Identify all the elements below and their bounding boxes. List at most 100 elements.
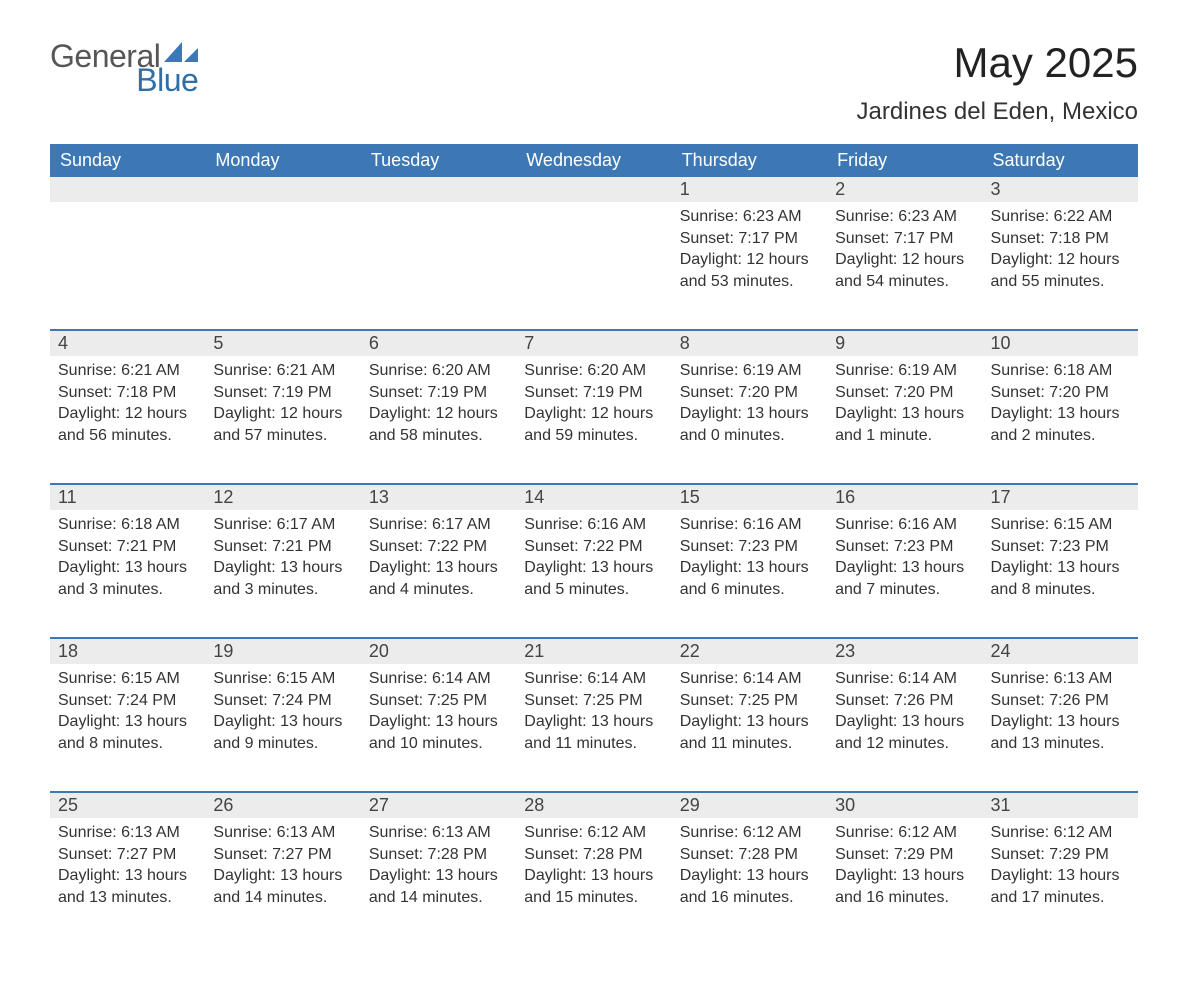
sunrise-line: Sunrise: 6:16 AM [680, 514, 819, 536]
day-cell: Sunrise: 6:16 AMSunset: 7:23 PMDaylight:… [672, 510, 827, 638]
daylight-line: Daylight: 12 hours and 57 minutes. [213, 403, 352, 446]
day-cell: Sunrise: 6:20 AMSunset: 7:19 PMDaylight:… [516, 356, 671, 484]
day-number-cell: 13 [361, 484, 516, 510]
page-header: General Blue May 2025 Jardines del Eden,… [50, 40, 1138, 126]
day-cell: Sunrise: 6:17 AMSunset: 7:22 PMDaylight:… [361, 510, 516, 638]
daylight-line: Daylight: 13 hours and 3 minutes. [58, 557, 197, 600]
day-number-cell [205, 177, 360, 202]
day-cell: Sunrise: 6:12 AMSunset: 7:28 PMDaylight:… [672, 818, 827, 946]
day-cell: Sunrise: 6:12 AMSunset: 7:28 PMDaylight:… [516, 818, 671, 946]
day-content: Sunrise: 6:17 AMSunset: 7:21 PMDaylight:… [205, 510, 360, 614]
day-number-cell: 19 [205, 638, 360, 664]
daylight-line: Daylight: 13 hours and 4 minutes. [369, 557, 508, 600]
day-number-row: 18192021222324 [50, 638, 1138, 664]
day-content: Sunrise: 6:22 AMSunset: 7:18 PMDaylight:… [983, 202, 1138, 306]
sunrise-line: Sunrise: 6:13 AM [369, 822, 508, 844]
day-cell: Sunrise: 6:13 AMSunset: 7:28 PMDaylight:… [361, 818, 516, 946]
sunrise-line: Sunrise: 6:12 AM [524, 822, 663, 844]
day-content: Sunrise: 6:20 AMSunset: 7:19 PMDaylight:… [361, 356, 516, 460]
sunset-line: Sunset: 7:20 PM [835, 382, 974, 404]
sunrise-line: Sunrise: 6:14 AM [369, 668, 508, 690]
day-content: Sunrise: 6:15 AMSunset: 7:24 PMDaylight:… [50, 664, 205, 768]
sunset-line: Sunset: 7:26 PM [991, 690, 1130, 712]
sunrise-line: Sunrise: 6:17 AM [369, 514, 508, 536]
day-number-cell: 27 [361, 792, 516, 818]
day-number-cell: 24 [983, 638, 1138, 664]
weekday-header: Saturday [983, 144, 1138, 177]
daylight-line: Daylight: 13 hours and 2 minutes. [991, 403, 1130, 446]
sunrise-line: Sunrise: 6:12 AM [680, 822, 819, 844]
daylight-line: Daylight: 13 hours and 16 minutes. [835, 865, 974, 908]
day-number-row: 45678910 [50, 330, 1138, 356]
title-block: May 2025 Jardines del Eden, Mexico [857, 40, 1138, 126]
sunset-line: Sunset: 7:17 PM [680, 228, 819, 250]
day-cell: Sunrise: 6:22 AMSunset: 7:18 PMDaylight:… [983, 202, 1138, 330]
daylight-line: Daylight: 13 hours and 10 minutes. [369, 711, 508, 754]
day-number-cell: 5 [205, 330, 360, 356]
day-cell: Sunrise: 6:21 AMSunset: 7:18 PMDaylight:… [50, 356, 205, 484]
day-content: Sunrise: 6:19 AMSunset: 7:20 PMDaylight:… [672, 356, 827, 460]
sunset-line: Sunset: 7:22 PM [369, 536, 508, 558]
calendar-header-row: SundayMondayTuesdayWednesdayThursdayFrid… [50, 144, 1138, 177]
day-number-row: 25262728293031 [50, 792, 1138, 818]
sunset-line: Sunset: 7:22 PM [524, 536, 663, 558]
sunset-line: Sunset: 7:17 PM [835, 228, 974, 250]
sunrise-line: Sunrise: 6:15 AM [213, 668, 352, 690]
sunrise-line: Sunrise: 6:20 AM [369, 360, 508, 382]
day-content: Sunrise: 6:14 AMSunset: 7:26 PMDaylight:… [827, 664, 982, 768]
day-content: Sunrise: 6:14 AMSunset: 7:25 PMDaylight:… [516, 664, 671, 768]
daylight-line: Daylight: 13 hours and 8 minutes. [991, 557, 1130, 600]
day-content-row: Sunrise: 6:21 AMSunset: 7:18 PMDaylight:… [50, 356, 1138, 484]
day-number-cell: 23 [827, 638, 982, 664]
day-number-cell: 9 [827, 330, 982, 356]
daylight-line: Daylight: 13 hours and 12 minutes. [835, 711, 974, 754]
sunset-line: Sunset: 7:21 PM [58, 536, 197, 558]
day-content: Sunrise: 6:16 AMSunset: 7:23 PMDaylight:… [672, 510, 827, 614]
day-cell: Sunrise: 6:19 AMSunset: 7:20 PMDaylight:… [672, 356, 827, 484]
sunset-line: Sunset: 7:29 PM [991, 844, 1130, 866]
day-cell: Sunrise: 6:20 AMSunset: 7:19 PMDaylight:… [361, 356, 516, 484]
daylight-line: Daylight: 13 hours and 9 minutes. [213, 711, 352, 754]
day-cell: Sunrise: 6:16 AMSunset: 7:22 PMDaylight:… [516, 510, 671, 638]
day-cell: Sunrise: 6:12 AMSunset: 7:29 PMDaylight:… [827, 818, 982, 946]
daylight-line: Daylight: 13 hours and 8 minutes. [58, 711, 197, 754]
calendar-body: 123Sunrise: 6:23 AMSunset: 7:17 PMDaylig… [50, 177, 1138, 946]
sunrise-line: Sunrise: 6:19 AM [835, 360, 974, 382]
day-content: Sunrise: 6:16 AMSunset: 7:22 PMDaylight:… [516, 510, 671, 614]
day-number-cell: 18 [50, 638, 205, 664]
sunrise-line: Sunrise: 6:23 AM [680, 206, 819, 228]
sunset-line: Sunset: 7:25 PM [369, 690, 508, 712]
sunrise-line: Sunrise: 6:16 AM [524, 514, 663, 536]
day-cell: Sunrise: 6:17 AMSunset: 7:21 PMDaylight:… [205, 510, 360, 638]
sunrise-line: Sunrise: 6:21 AM [213, 360, 352, 382]
day-content: Sunrise: 6:20 AMSunset: 7:19 PMDaylight:… [516, 356, 671, 460]
sunrise-line: Sunrise: 6:13 AM [213, 822, 352, 844]
daylight-line: Daylight: 12 hours and 59 minutes. [524, 403, 663, 446]
day-number-cell: 30 [827, 792, 982, 818]
day-cell: Sunrise: 6:21 AMSunset: 7:19 PMDaylight:… [205, 356, 360, 484]
day-number-cell: 28 [516, 792, 671, 818]
day-cell: Sunrise: 6:13 AMSunset: 7:27 PMDaylight:… [205, 818, 360, 946]
day-content: Sunrise: 6:15 AMSunset: 7:23 PMDaylight:… [983, 510, 1138, 614]
day-cell [516, 202, 671, 330]
location-subtitle: Jardines del Eden, Mexico [857, 98, 1138, 126]
sunrise-line: Sunrise: 6:14 AM [524, 668, 663, 690]
day-cell: Sunrise: 6:13 AMSunset: 7:27 PMDaylight:… [50, 818, 205, 946]
sunset-line: Sunset: 7:28 PM [369, 844, 508, 866]
sunrise-line: Sunrise: 6:15 AM [58, 668, 197, 690]
sunrise-line: Sunrise: 6:23 AM [835, 206, 974, 228]
day-cell [50, 202, 205, 330]
weekday-header: Friday [827, 144, 982, 177]
sunset-line: Sunset: 7:18 PM [991, 228, 1130, 250]
day-content: Sunrise: 6:12 AMSunset: 7:28 PMDaylight:… [672, 818, 827, 922]
day-number-row: 123 [50, 177, 1138, 202]
day-number-cell: 7 [516, 330, 671, 356]
daylight-line: Daylight: 13 hours and 11 minutes. [524, 711, 663, 754]
sunrise-line: Sunrise: 6:14 AM [680, 668, 819, 690]
sunrise-line: Sunrise: 6:21 AM [58, 360, 197, 382]
day-cell [205, 202, 360, 330]
day-content: Sunrise: 6:19 AMSunset: 7:20 PMDaylight:… [827, 356, 982, 460]
day-number-cell: 22 [672, 638, 827, 664]
sunset-line: Sunset: 7:19 PM [524, 382, 663, 404]
sunset-line: Sunset: 7:26 PM [835, 690, 974, 712]
